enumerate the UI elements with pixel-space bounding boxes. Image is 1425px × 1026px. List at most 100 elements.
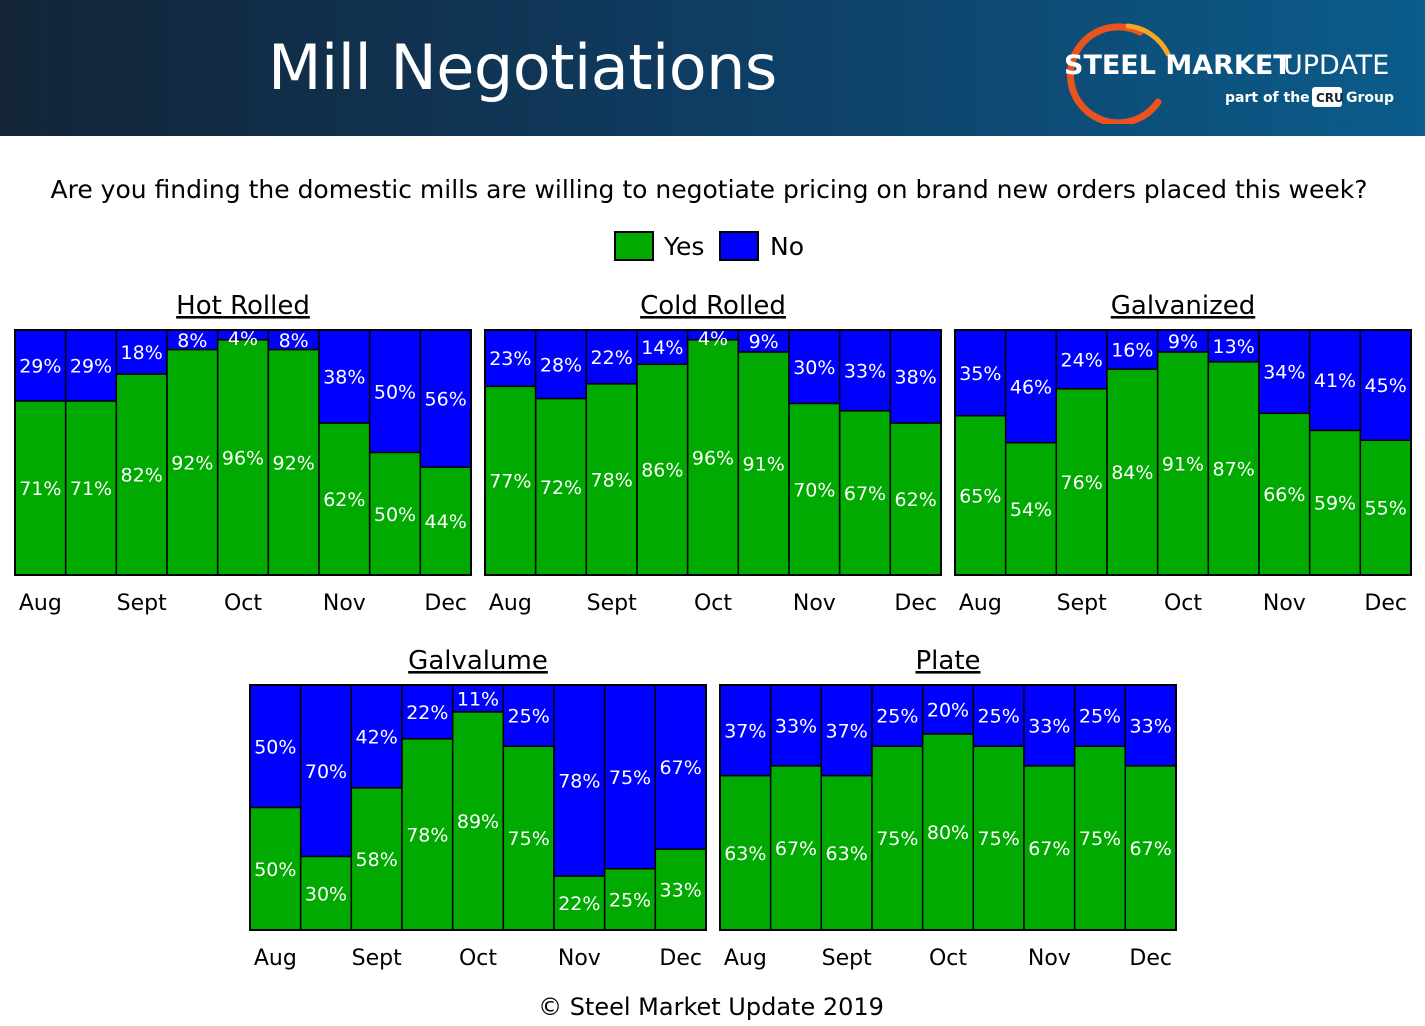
label-no: 8% xyxy=(177,330,207,352)
month-label: Sept xyxy=(352,946,402,971)
label-no: 29% xyxy=(70,356,112,378)
label-no: 34% xyxy=(1263,362,1305,384)
label-no: 33% xyxy=(1130,715,1172,737)
label-no: 24% xyxy=(1061,349,1103,371)
logo-brand-bold: STEEL MARKET xyxy=(1064,50,1292,81)
label-no: 78% xyxy=(558,771,600,793)
label-yes: 96% xyxy=(222,447,264,469)
label-yes: 87% xyxy=(1213,458,1255,480)
label-no: 16% xyxy=(1111,340,1153,362)
bar-yes xyxy=(451,711,505,931)
label-no: 25% xyxy=(978,706,1020,728)
bar-yes xyxy=(534,397,588,576)
month-label: Sept xyxy=(117,591,167,616)
label-yes: 50% xyxy=(254,859,296,881)
bar-yes xyxy=(636,363,689,576)
label-no: 56% xyxy=(425,389,467,411)
label-no: 41% xyxy=(1314,370,1356,392)
steel-market-update-logo: STEEL MARKET UPDATE part of the CRU Grou… xyxy=(1064,23,1394,124)
plot-border xyxy=(249,684,707,931)
label-yes: 76% xyxy=(1061,472,1103,494)
chart-galvanized: Galvanized 65% 35% 54% 46% 76% 24% 84% 16% 91% 9% 8… xyxy=(954,291,1412,616)
month-label: Dec xyxy=(659,946,702,971)
label-yes: 78% xyxy=(406,824,448,846)
label-yes: 62% xyxy=(895,489,937,511)
label-no: 29% xyxy=(19,356,61,378)
label-no: 22% xyxy=(591,347,633,369)
label-yes: 72% xyxy=(540,477,582,499)
label-no: 38% xyxy=(895,367,937,389)
bar-yes xyxy=(166,348,219,576)
plot-border xyxy=(14,329,472,576)
label-no: 11% xyxy=(457,688,499,710)
bar-no xyxy=(954,329,1007,417)
label-no: 25% xyxy=(876,706,918,728)
label-yes: 58% xyxy=(356,849,398,871)
legend-no-swatch xyxy=(719,231,759,261)
month-label: Nov xyxy=(793,591,836,616)
label-no: 4% xyxy=(698,328,728,350)
label-no: 70% xyxy=(305,761,347,783)
label-no: 50% xyxy=(254,736,296,758)
label-yes: 84% xyxy=(1111,462,1153,484)
survey-question: Are you finding the domestic mills are w… xyxy=(50,175,1368,204)
logo-tag-prefix: part of the xyxy=(1225,90,1310,106)
label-yes: 78% xyxy=(591,469,633,491)
month-label: Sept xyxy=(822,946,872,971)
label-yes: 75% xyxy=(1079,828,1121,850)
label-no: 30% xyxy=(793,357,835,379)
month-label: Nov xyxy=(1263,591,1306,616)
month-label: Aug xyxy=(489,591,532,616)
label-yes: 25% xyxy=(609,889,651,911)
month-label: Sept xyxy=(1057,591,1107,616)
bar-no xyxy=(368,329,422,454)
label-no: 22% xyxy=(406,702,448,724)
page-title: Mill Negotiations xyxy=(268,31,777,104)
label-yes: 92% xyxy=(273,452,315,474)
bar-yes xyxy=(1258,412,1311,576)
label-no: 42% xyxy=(356,726,398,748)
label-yes: 89% xyxy=(457,811,499,833)
month-label: Nov xyxy=(1028,946,1071,971)
bar-no xyxy=(603,684,657,870)
bar-no xyxy=(788,329,841,405)
label-yes: 67% xyxy=(1130,838,1172,860)
label-no: 8% xyxy=(279,330,309,352)
month-label: Aug xyxy=(19,591,62,616)
bar-yes xyxy=(267,348,320,576)
bar-yes xyxy=(719,774,772,931)
plot-border xyxy=(954,329,1412,576)
label-yes: 67% xyxy=(1028,838,1070,860)
bar-yes xyxy=(820,774,873,931)
bar-yes xyxy=(216,339,270,576)
label-no: 33% xyxy=(775,715,817,737)
label-yes: 75% xyxy=(978,828,1020,850)
label-yes: 33% xyxy=(660,880,702,902)
label-no: 38% xyxy=(323,367,365,389)
month-label: Sept xyxy=(587,591,637,616)
bar-yes xyxy=(368,451,422,576)
label-yes: 62% xyxy=(323,489,365,511)
label-no: 9% xyxy=(749,331,779,353)
label-no: 46% xyxy=(1010,376,1052,398)
label-yes: 63% xyxy=(826,843,868,865)
label-yes: 92% xyxy=(171,452,213,474)
logo-tag-box: CRU xyxy=(1316,91,1344,105)
label-no: 67% xyxy=(660,757,702,779)
bar-yes xyxy=(1308,429,1362,576)
chart-title: Galvanized xyxy=(1111,291,1255,321)
bar-yes xyxy=(769,765,823,931)
label-yes: 91% xyxy=(1162,454,1204,476)
bar-yes xyxy=(1023,765,1076,931)
logo-brand-light: UPDATE xyxy=(1283,50,1389,81)
month-label: Aug xyxy=(254,946,297,971)
month-label: Nov xyxy=(323,591,366,616)
bar-yes xyxy=(115,373,168,576)
header-banner: Mill Negotiations STEEL MARKET UPDATE pa… xyxy=(0,0,1425,136)
label-no: 25% xyxy=(508,706,550,728)
month-label: Oct xyxy=(224,591,262,616)
label-yes: 67% xyxy=(844,483,886,505)
bar-no xyxy=(318,329,371,424)
label-no: 45% xyxy=(1365,375,1407,397)
label-no: 9% xyxy=(1168,331,1198,353)
